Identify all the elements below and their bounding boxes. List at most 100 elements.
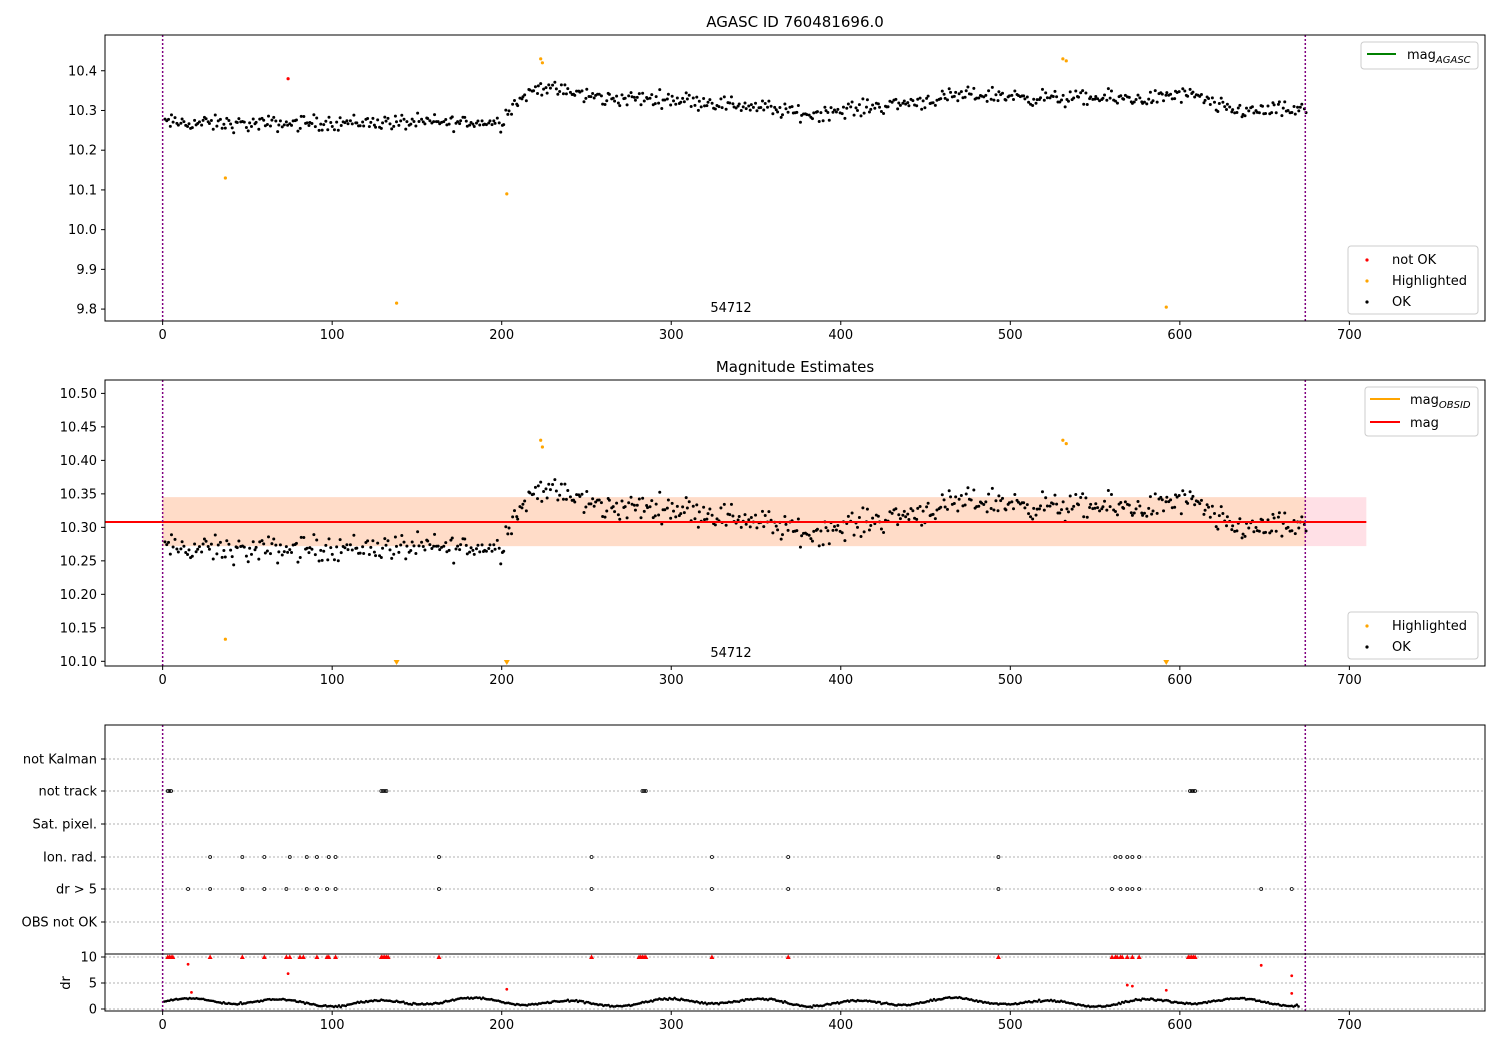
ok-point: [1031, 104, 1035, 108]
ok-point: [495, 538, 499, 542]
ok-point: [648, 505, 652, 509]
ok-point: [237, 539, 241, 543]
ok-point: [1082, 102, 1086, 106]
ok-point: [931, 512, 935, 516]
ok-point: [901, 513, 905, 517]
flag-label: Ion. rad.: [43, 851, 97, 866]
x-tick-label: 300: [659, 673, 684, 688]
legend-marker-ok: [1365, 645, 1369, 649]
ok-point: [355, 121, 359, 125]
ok-point: [810, 117, 814, 121]
ok-point: [206, 544, 210, 548]
ok-point: [1070, 507, 1074, 511]
ok-point: [211, 127, 215, 131]
ok-point: [1012, 97, 1016, 101]
ok-point: [829, 106, 833, 110]
ok-point: [916, 97, 920, 101]
ok-point: [335, 545, 339, 549]
ok-point: [607, 92, 611, 96]
ok-point: [1138, 96, 1142, 100]
ok-point: [1151, 99, 1155, 103]
ok-point: [193, 542, 197, 546]
ok-point: [821, 119, 825, 123]
ok-point: [374, 125, 378, 129]
flag-point: [186, 887, 190, 891]
dr-ok-point: [337, 1004, 341, 1007]
ok-point: [1115, 101, 1119, 105]
ok-point: [832, 525, 836, 529]
flag-point: [1137, 887, 1142, 891]
ok-point: [540, 499, 544, 503]
ok-point: [1274, 529, 1278, 533]
flag-point: [1193, 789, 1197, 793]
ok-point: [713, 107, 717, 111]
ok-point: [915, 104, 919, 108]
ok-point: [956, 99, 960, 103]
ok-point: [1132, 511, 1136, 515]
ok-point: [1186, 94, 1190, 98]
ok-point: [1243, 534, 1247, 538]
dr-capped-marker: [207, 954, 213, 959]
ok-point: [476, 543, 480, 547]
ok-point: [637, 497, 641, 501]
ok-point: [405, 544, 409, 548]
ok-point: [1060, 508, 1064, 512]
ok-point: [760, 99, 764, 103]
ok-point: [468, 123, 472, 127]
x-tick-label: 100: [320, 673, 345, 688]
ok-point: [428, 119, 432, 123]
ok-point: [536, 497, 540, 501]
dr-ok-point: [878, 1000, 882, 1004]
flag-point: [437, 887, 441, 891]
panel3-dr-ylabel: dr: [59, 976, 74, 990]
ok-point: [1219, 96, 1223, 100]
panel-magnitude-estimates: Magnitude Estimates 54712 0 100 200 300 400 5…: [60, 358, 1486, 688]
ok-point: [267, 535, 271, 539]
ok-point: [834, 110, 838, 114]
ok-point: [1150, 512, 1154, 516]
ok-point: [1238, 103, 1242, 107]
legend-label-ok: OK: [1392, 640, 1411, 655]
ok-point: [556, 92, 560, 96]
ok-point: [975, 96, 979, 100]
ok-point: [345, 119, 349, 123]
ok-point: [1023, 506, 1027, 510]
ok-point: [682, 100, 686, 104]
ok-point: [625, 103, 629, 107]
ok-point: [679, 100, 683, 104]
ok-point: [754, 101, 758, 105]
ok-point: [650, 499, 654, 503]
flag-point: [287, 855, 292, 859]
ok-point: [263, 551, 267, 555]
ok-point: [468, 550, 472, 554]
legend-box: [1347, 611, 1479, 660]
ok-point: [282, 550, 286, 554]
ok-point: [1183, 493, 1187, 497]
ok-point: [985, 510, 989, 514]
ok-point: [615, 94, 619, 98]
ok-point: [843, 116, 847, 120]
dr-capped-marker: [709, 954, 715, 959]
ok-point: [428, 543, 432, 547]
ok-point: [179, 547, 183, 551]
ok-point: [516, 517, 520, 521]
ok-point: [433, 532, 437, 536]
ok-point: [749, 516, 753, 520]
ok-point: [601, 515, 605, 519]
ok-point: [1230, 528, 1234, 532]
ok-point: [603, 515, 607, 519]
ok-point: [1225, 515, 1229, 519]
ok-point: [810, 539, 814, 543]
ok-point: [584, 96, 588, 100]
ok-point: [294, 118, 298, 122]
ok-point: [394, 120, 398, 124]
ok-point: [338, 538, 342, 542]
ok-point: [282, 123, 286, 127]
ok-point: [310, 121, 314, 125]
ok-point: [611, 96, 615, 100]
dr-ok-point: [703, 1001, 707, 1004]
ok-point: [906, 512, 910, 516]
ok-point: [949, 495, 953, 499]
ok-point: [691, 504, 695, 508]
x-tick-label: 0: [159, 328, 167, 343]
